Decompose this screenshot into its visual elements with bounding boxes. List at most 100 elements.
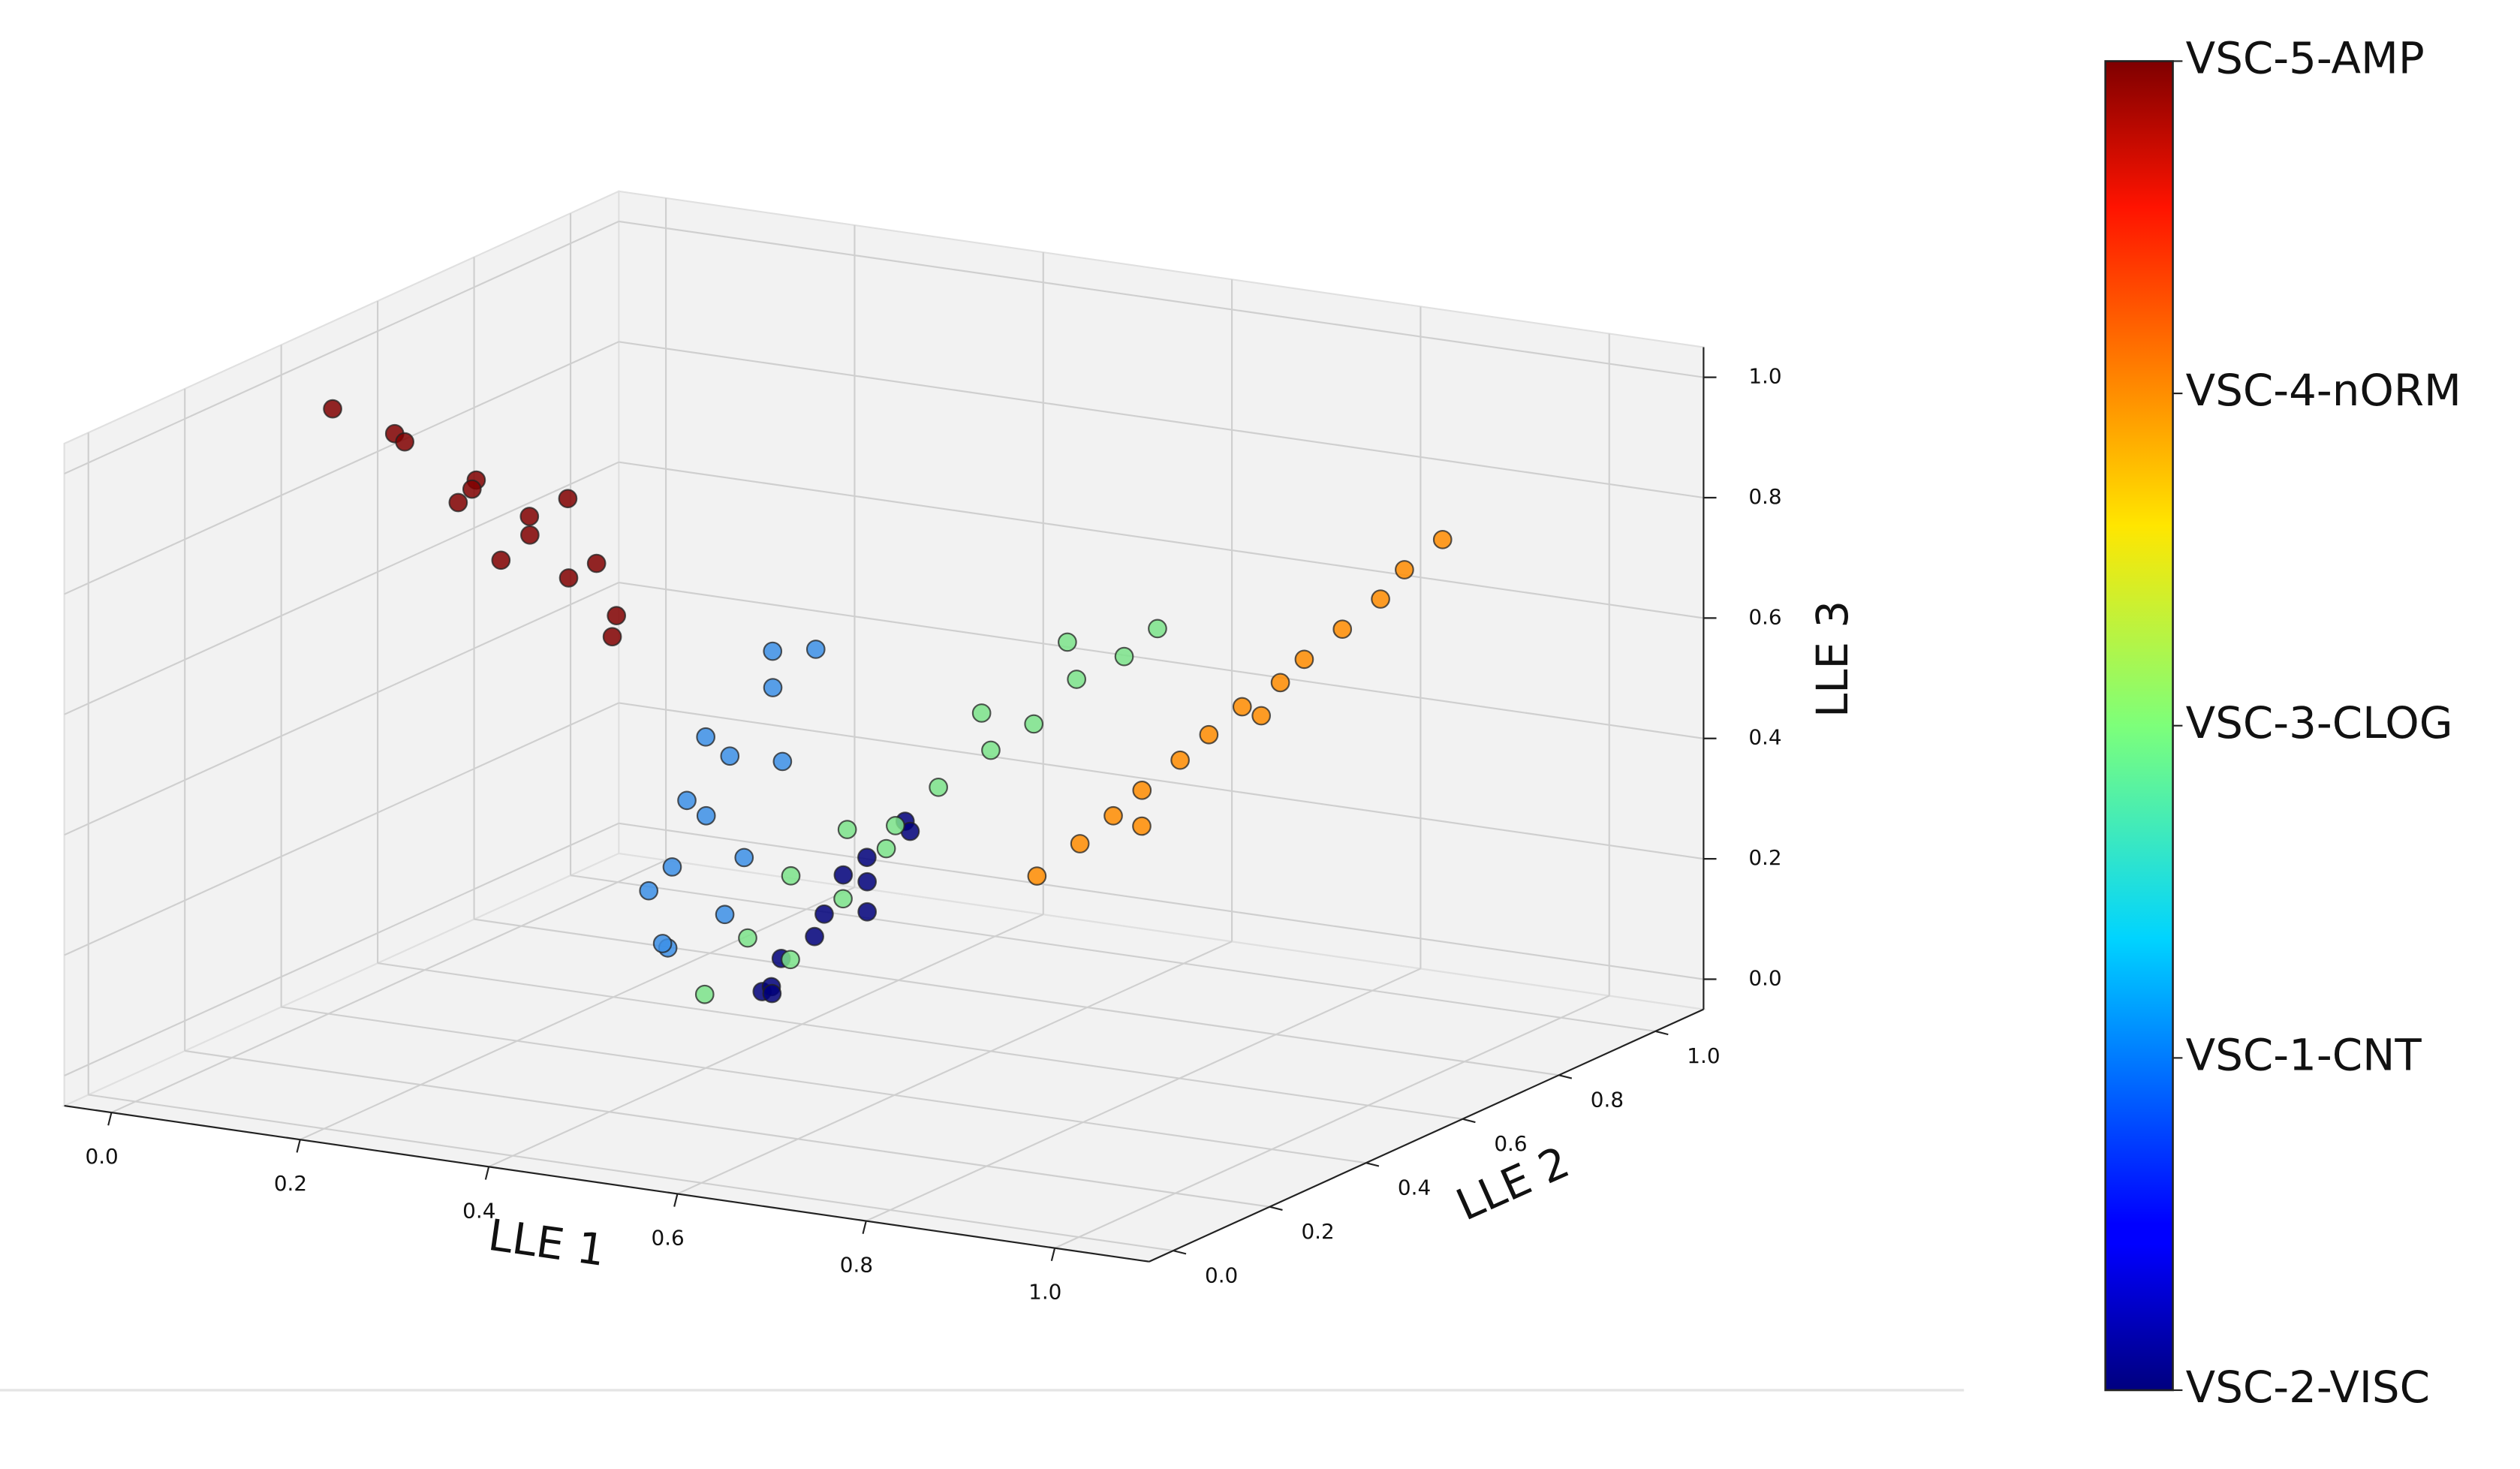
point: [696, 727, 715, 747]
grid-line: [377, 962, 1463, 1120]
x-tick: [296, 1139, 301, 1153]
point: [1270, 673, 1290, 693]
x-tick-label: 0.8: [840, 1253, 873, 1278]
point: [833, 865, 854, 885]
colorbar: VSC-5-AMP VSC-4-nORM VSC-3-CLOG VSC-1-CNT VS…: [2104, 33, 2461, 1413]
grid-line: [619, 702, 1704, 860]
point: [781, 950, 800, 970]
z-axis-label: LLE 3: [1807, 601, 1858, 718]
point: [1027, 866, 1047, 886]
x-tick: [107, 1112, 113, 1126]
grid-line: [64, 582, 619, 836]
point: [1395, 560, 1414, 579]
point: [1132, 780, 1152, 800]
z-tick-label: 0.2: [1748, 845, 1781, 870]
point: [602, 627, 622, 647]
point: [462, 479, 482, 499]
point: [696, 805, 716, 826]
grid-line: [300, 887, 855, 1141]
point: [677, 790, 697, 811]
grid-line: [488, 914, 1044, 1168]
y-tick-label: 0.6: [1494, 1131, 1527, 1156]
grid-line: [866, 968, 1421, 1222]
point: [1432, 529, 1453, 549]
grid-line: [64, 220, 619, 475]
point: [857, 871, 878, 892]
y-tick: [1654, 1030, 1669, 1036]
x-tick-label: 0.2: [274, 1171, 307, 1196]
axes: 0.0 0.2 0.4 0.6 0.8 1.0 0.0 0.2 0.4 0.6 0.8 1.0 0.0 0…: [64, 347, 1782, 1305]
x-tick-label: 0.6: [651, 1225, 684, 1250]
colorbar-label: VSC-5-AMP: [2186, 33, 2425, 84]
y-tick-label: 1.0: [1687, 1043, 1720, 1068]
point: [1170, 750, 1190, 770]
point: [772, 751, 793, 772]
point: [781, 865, 801, 886]
point: [1371, 589, 1390, 609]
x-tick: [484, 1166, 490, 1180]
grid-line: [111, 859, 667, 1114]
grid-line: [64, 461, 619, 715]
x-tick: [673, 1194, 679, 1207]
point: [763, 641, 783, 661]
y-tick: [1365, 1162, 1380, 1167]
point: [607, 606, 627, 626]
point: [763, 678, 783, 697]
y-tick: [1558, 1074, 1573, 1079]
point: [491, 550, 511, 570]
point: [1103, 805, 1123, 826]
point: [1251, 706, 1272, 726]
grid-line: [64, 341, 619, 595]
panes: [61, 190, 1707, 1263]
point: [662, 857, 682, 877]
point: [805, 640, 826, 659]
y-tick-label: 0.8: [1591, 1088, 1624, 1112]
point: [1232, 697, 1252, 717]
point: [981, 740, 1001, 760]
point: [833, 889, 853, 909]
point: [720, 746, 740, 766]
grid-line: [619, 582, 1704, 739]
pane: [63, 190, 620, 1107]
grid-line: [619, 220, 1704, 378]
z-tick-label: 0.0: [1748, 966, 1781, 991]
x-tick-label: 1.0: [1028, 1280, 1061, 1305]
point: [558, 489, 578, 509]
y-tick: [1269, 1206, 1283, 1211]
y-tick: [1173, 1250, 1187, 1255]
point: [715, 905, 735, 925]
grid-line: [619, 822, 1704, 980]
point: [1067, 670, 1086, 689]
grid-line: [281, 1006, 1366, 1164]
point: [929, 777, 948, 797]
axis-line: [64, 1104, 1149, 1263]
point: [519, 507, 540, 526]
point: [448, 492, 468, 513]
y-tick-label: 0.0: [1205, 1263, 1238, 1287]
colorbar-label: VSC-2-VISC: [2186, 1362, 2430, 1413]
x-tick: [1050, 1248, 1056, 1262]
point: [734, 847, 754, 868]
point: [805, 926, 824, 947]
axis-line: [1149, 1008, 1704, 1263]
z-tick-label: 0.8: [1748, 484, 1781, 509]
z-tick-label: 1.0: [1748, 364, 1781, 389]
grid-line: [185, 1049, 1270, 1208]
grid-line: [64, 702, 619, 956]
point: [694, 984, 715, 1004]
x-tick: [862, 1221, 867, 1234]
point: [652, 934, 673, 953]
x-axis-label: LLE 1: [485, 1209, 608, 1276]
point: [876, 838, 896, 859]
point: [1114, 646, 1134, 667]
grid-line: [677, 941, 1233, 1195]
grid-line: [619, 341, 1704, 499]
point: [762, 983, 782, 1004]
point: [1132, 816, 1152, 836]
grid-line: [88, 1094, 1174, 1252]
point: [1332, 619, 1353, 640]
point: [886, 816, 905, 835]
point: [857, 902, 878, 922]
